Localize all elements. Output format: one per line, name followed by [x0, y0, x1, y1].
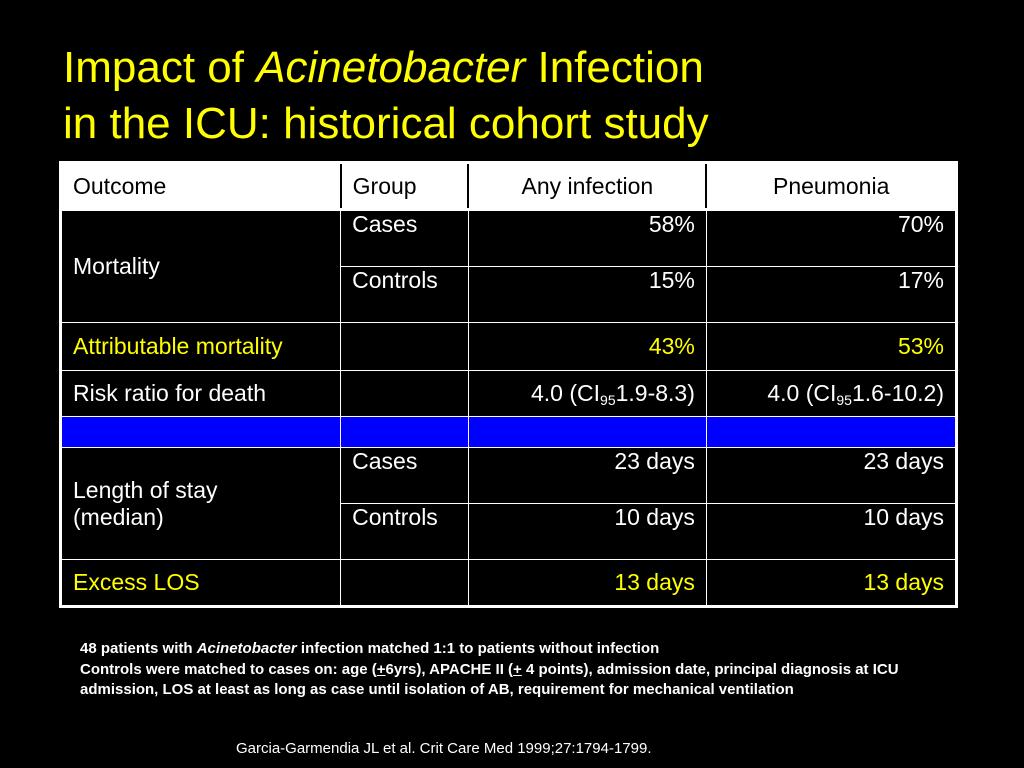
table-header-row: Outcome Group Any infection Pneumonia — [59, 162, 957, 211]
separator-cell — [467, 416, 707, 448]
table-row: Attributable mortality 43% 53% — [59, 322, 958, 371]
separator-cell — [59, 416, 342, 448]
excess-los-group — [340, 559, 469, 607]
excess-los-pneumonia: 13 days — [705, 559, 958, 607]
notes-line2-b: 6yrs), APACHE II ( — [385, 660, 514, 678]
header-any-infection: Any infection — [467, 162, 708, 211]
separator-cell — [705, 416, 958, 448]
risk-ratio-group — [340, 370, 469, 417]
notes-line1-prefix: 48 patients with — [80, 640, 197, 657]
table-row: Controls 15% 17% — [61, 266, 958, 323]
mortality-cases-pneumonia: 70% — [705, 209, 958, 267]
los-controls-group: Controls — [340, 503, 469, 560]
risk-ratio-any-post: 1.9-8.3) — [615, 380, 695, 406]
los-label-line1: Length of stay — [73, 476, 218, 503]
plus-minus-symbol: + — [376, 660, 386, 678]
table-row: Excess LOS 13 days 13 days — [59, 559, 958, 607]
los-cases-pneumonia: 23 days — [705, 447, 958, 504]
mortality-label: Mortality — [59, 209, 342, 323]
excess-los-any: 13 days — [467, 559, 707, 607]
attributable-mortality-pneumonia: 53% — [705, 322, 958, 371]
los-cases-group: Cases — [340, 447, 469, 504]
header-pneumonia: Pneumonia — [705, 162, 957, 211]
header-outcome: Outcome — [59, 162, 342, 211]
risk-ratio-pneumonia: 4.0 (CI951.6-10.2) — [705, 370, 958, 417]
mortality-controls-group: Controls — [340, 266, 469, 323]
slide-title: Impact of Acinetobacter Infection in the… — [63, 40, 709, 152]
outcomes-table: Outcome Group Any infection Pneumonia Mo… — [59, 161, 958, 608]
title-line2: in the ICU: historical cohort study — [63, 99, 709, 148]
plus-minus-symbol: + — [513, 660, 522, 678]
attributable-mortality-any: 43% — [467, 322, 707, 371]
risk-ratio-pneumonia-sub: 95 — [836, 392, 852, 408]
notes-line2: Controls were matched to cases on: age (… — [80, 660, 960, 701]
risk-ratio-pneumonia-post: 1.6-10.2) — [851, 380, 944, 406]
table-row: Mortality Cases 58% 70% — [59, 209, 958, 323]
mortality-cases-any: 58% — [467, 209, 707, 267]
study-notes: 48 patients with Acinetobacter infection… — [80, 639, 960, 701]
mortality-controls-any: 15% — [467, 266, 707, 323]
citation: Garcia-Garmendia JL et al. Crit Care Med… — [236, 740, 652, 757]
los-label-line2: (median) — [73, 503, 164, 530]
risk-ratio-any-sub: 95 — [600, 392, 616, 408]
attributable-mortality-label: Attributable mortality — [59, 322, 342, 371]
notes-organism: Acinetobacter — [196, 640, 297, 657]
title-line1-prefix: Impact of — [63, 43, 257, 92]
risk-ratio-any-pre: 4.0 (CI — [531, 380, 601, 406]
mortality-controls-pneumonia: 17% — [705, 266, 958, 323]
notes-line2-a: Controls were matched to cases on: age ( — [80, 660, 377, 678]
notes-line1-suffix: infection matched 1:1 to patients withou… — [296, 640, 660, 657]
excess-los-label: Excess LOS — [59, 559, 342, 607]
title-organism: Acinetobacter — [256, 43, 526, 92]
table-row: Risk ratio for death 4.0 (CI951.9-8.3) 4… — [59, 370, 958, 417]
los-controls-any: 10 days — [467, 503, 707, 560]
risk-ratio-any: 4.0 (CI951.9-8.3) — [467, 370, 707, 417]
attributable-mortality-group — [340, 322, 469, 371]
title-line1-suffix: Infection — [525, 43, 704, 92]
notes-line2-c: 4 points), admission date, principal dia… — [80, 660, 899, 699]
los-controls-pneumonia: 10 days — [705, 503, 958, 560]
header-group: Group — [340, 162, 470, 211]
los-cases-any: 23 days — [467, 447, 707, 504]
notes-line1: 48 patients with Acinetobacter infection… — [80, 639, 960, 660]
table-row: Length of stay (median) Cases 23 days 23 … — [59, 447, 958, 560]
mortality-cases-group: Cases — [340, 209, 469, 267]
risk-ratio-pneumonia-pre: 4.0 (CI — [767, 380, 837, 406]
length-of-stay-label: Length of stay (median) — [59, 447, 342, 560]
separator-cell — [340, 416, 469, 448]
risk-ratio-label: Risk ratio for death — [59, 370, 342, 417]
separator-row — [59, 416, 958, 448]
